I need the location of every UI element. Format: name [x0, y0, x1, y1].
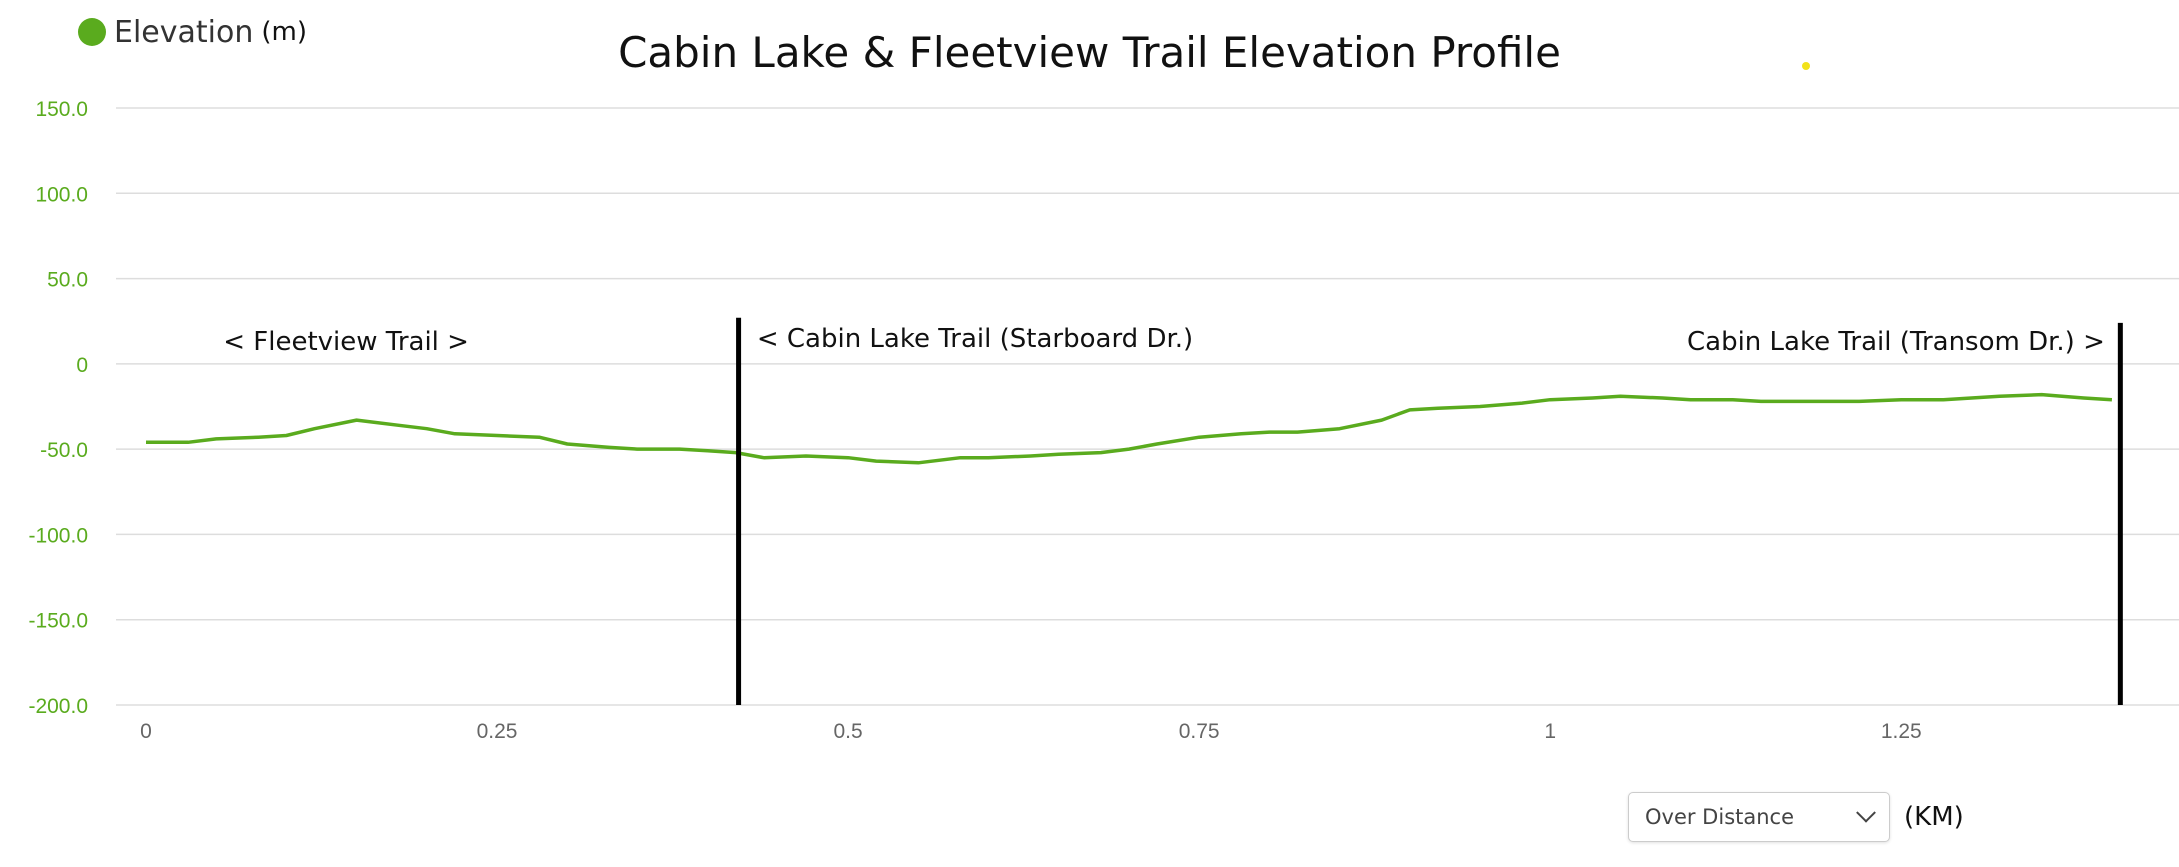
mode-select-value: Over Distance [1645, 805, 1795, 829]
mode-select[interactable]: Over Distance [1628, 792, 1890, 842]
trail-annotation: < Fleetview Trail > [223, 327, 469, 357]
y-tick-label: -100.0 [28, 524, 88, 547]
legend-unit: (m) [261, 17, 307, 47]
y-tick-label: -50.0 [40, 439, 88, 462]
legend-label: Elevation [114, 14, 254, 50]
x-tick-label: 1.25 [1881, 720, 1922, 743]
y-tick-label: 50.0 [47, 269, 88, 292]
chevron-down-icon [1856, 802, 1876, 823]
y-tick-label: -150.0 [28, 610, 88, 633]
x-tick-label: 0.25 [477, 720, 518, 743]
trail-annotation: < Cabin Lake Trail (Starboard Dr.) [757, 324, 1193, 354]
chart-title: Cabin Lake & Fleetview Trail Elevation P… [618, 28, 1561, 77]
y-tick-label: -200.0 [28, 695, 88, 718]
x-tick-label: 0 [140, 720, 152, 743]
y-tick-label: 100.0 [35, 183, 88, 206]
trail-annotation: Cabin Lake Trail (Transom Dr.) > [1687, 327, 2105, 357]
x-tick-label: 0.75 [1179, 720, 1220, 743]
x-tick-label: 1 [1544, 720, 1556, 743]
elevation-line [146, 392, 2113, 465]
x-tick-label: 0.5 [834, 720, 863, 743]
distance-unit-label: (KM) [1904, 802, 1964, 832]
y-tick-label: 0 [76, 354, 88, 377]
legend-swatch-icon [78, 18, 106, 46]
chart-controls: Over Distance (KM) [1628, 792, 1964, 842]
y-tick-label: 150.0 [35, 98, 88, 121]
chart-legend[interactable]: Elevation (m) [78, 12, 307, 52]
highlight-dot [1802, 62, 1810, 70]
